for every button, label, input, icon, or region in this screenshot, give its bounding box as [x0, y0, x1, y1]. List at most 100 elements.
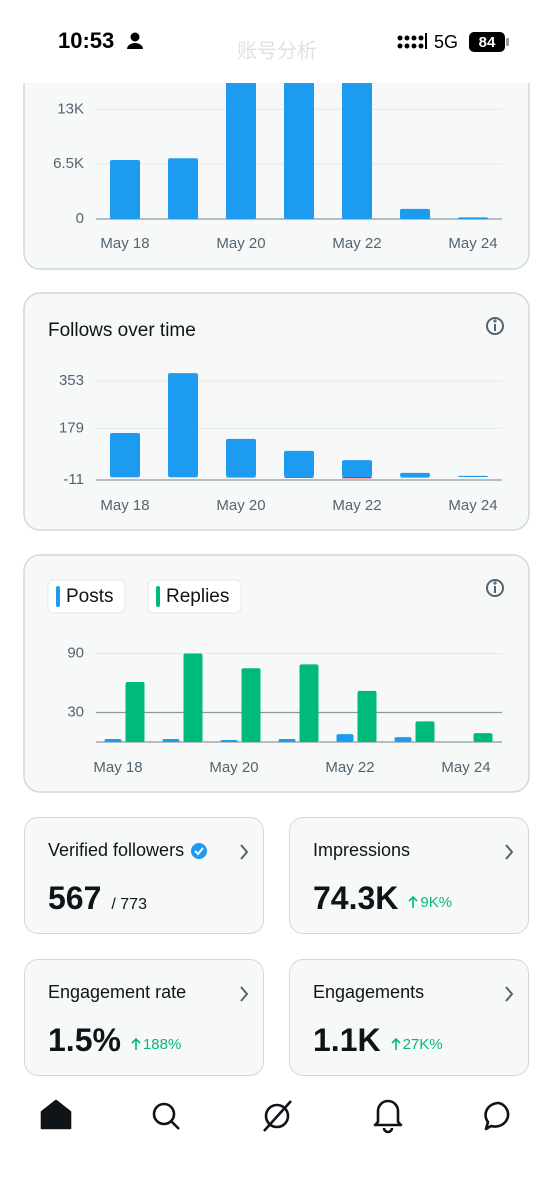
chevron: [240, 844, 249, 860]
up-arrow: [408, 895, 418, 908]
bar: [342, 460, 372, 478]
x-tick-label: May 20: [216, 497, 265, 514]
bar: [226, 438, 256, 478]
bar: [110, 432, 140, 478]
network: 5G: [434, 32, 458, 52]
legend-label: Posts: [66, 586, 114, 607]
stat-value: 74.3K: [313, 880, 399, 916]
bar: [284, 50, 314, 219]
verified-badge: [191, 842, 208, 859]
bar: [458, 217, 488, 219]
bar: [299, 664, 319, 742]
up-arrow: [391, 1037, 401, 1050]
x-tick-label: May 18: [93, 759, 142, 776]
home-icon[interactable]: [40, 1099, 72, 1130]
header-title: 账号分析: [237, 39, 317, 62]
info-icon[interactable]: [486, 579, 504, 597]
bar: [125, 682, 145, 742]
bar: [284, 477, 314, 478]
notifications-icon[interactable]: [373, 1099, 403, 1134]
x-tick-label: May 22: [332, 497, 381, 514]
stat-label: Engagement rate: [48, 982, 187, 1002]
status-icons: 10:53 账号分析 5G 84: [58, 28, 509, 62]
y-tick-label: 353: [59, 372, 84, 389]
stat-value: 1.5%: [48, 1022, 121, 1058]
stat-value: 567: [48, 880, 102, 916]
x-tick-label: May 22: [332, 235, 381, 252]
battery: [469, 32, 505, 52]
chart-title: Follows over time: [48, 320, 196, 341]
x-tick-label: May 18: [100, 497, 149, 514]
card: [23, 554, 530, 793]
card: [23, 292, 530, 531]
bar: [226, 50, 256, 219]
signal-icon: [397, 33, 427, 49]
person-icon: [127, 32, 143, 49]
x-tick-label: May 24: [448, 235, 497, 252]
stat-card[interactable]: Impressions 74.3K 9K%: [289, 817, 529, 934]
bar: [241, 668, 261, 742]
search-icon[interactable]: [152, 1102, 180, 1130]
legend-chip[interactable]: [47, 579, 126, 614]
bar: [336, 734, 354, 742]
chevron: [505, 844, 514, 860]
stat-value: 1.1K: [313, 1022, 381, 1058]
stat-label: Verified followers: [48, 840, 185, 860]
up-arrow: [131, 1037, 141, 1050]
y-tick-label: 6.5K: [53, 155, 84, 172]
bar: [342, 50, 372, 219]
nav-bar: [40, 1099, 510, 1134]
bar: [183, 653, 203, 742]
status-bar: 10:53 账号分析 5G 84: [0, 0, 554, 83]
bar: [110, 159, 140, 219]
legend-swatch: [156, 586, 160, 607]
stat-change: 188%: [142, 1035, 182, 1053]
y-tick-label: 90: [67, 644, 84, 661]
stat-card[interactable]: Engagement rate 1.5% 188%: [24, 959, 264, 1076]
grok-icon[interactable]: [263, 1100, 292, 1132]
bar: [226, 477, 256, 478]
bar: [168, 158, 198, 219]
bar: [162, 739, 180, 742]
stat-change: 27K%: [402, 1035, 443, 1053]
x-tick-label: May 20: [209, 759, 258, 776]
bar: [473, 733, 493, 742]
y-tick-label: 0: [76, 210, 84, 227]
chevron: [240, 986, 249, 1002]
bar: [357, 690, 377, 742]
x-tick-label: May 22: [325, 759, 374, 776]
bar: [168, 373, 198, 478]
bar: [400, 208, 430, 219]
y-tick-label: -11: [63, 471, 84, 488]
bar: [458, 475, 488, 478]
y-tick-label: 179: [59, 419, 84, 436]
legend-chip[interactable]: [147, 579, 242, 614]
x-tick-label: May 24: [448, 497, 497, 514]
bar: [220, 740, 238, 742]
legend-label: Replies: [166, 586, 229, 607]
stat-total: / 773: [111, 896, 147, 913]
battery-tip: [506, 38, 509, 46]
y-tick-label: 13K: [57, 100, 84, 117]
bar: [278, 739, 296, 742]
messages-icon[interactable]: [484, 1101, 510, 1131]
stat-label: Engagements: [313, 982, 425, 1002]
bar: [342, 477, 372, 479]
bar: [400, 472, 430, 478]
stat-label: Impressions: [313, 840, 411, 860]
stat-card[interactable]: Verified followers 567 / 773: [24, 817, 264, 934]
bar: [394, 737, 412, 742]
chevron: [505, 986, 514, 1002]
info-icon[interactable]: [486, 317, 504, 335]
time: 10:53: [58, 28, 114, 53]
x-tick-label: May 20: [216, 235, 265, 252]
battery-level: 84: [479, 34, 496, 51]
stat-change: 9K%: [420, 893, 453, 911]
bar: [415, 721, 435, 742]
x-tick-label: May 24: [441, 759, 490, 776]
bar: [104, 739, 122, 742]
stat-card[interactable]: Engagements 1.1K 27K%: [289, 959, 529, 1076]
x-tick-label: May 18: [100, 235, 149, 252]
y-tick-label: 30: [67, 703, 84, 720]
